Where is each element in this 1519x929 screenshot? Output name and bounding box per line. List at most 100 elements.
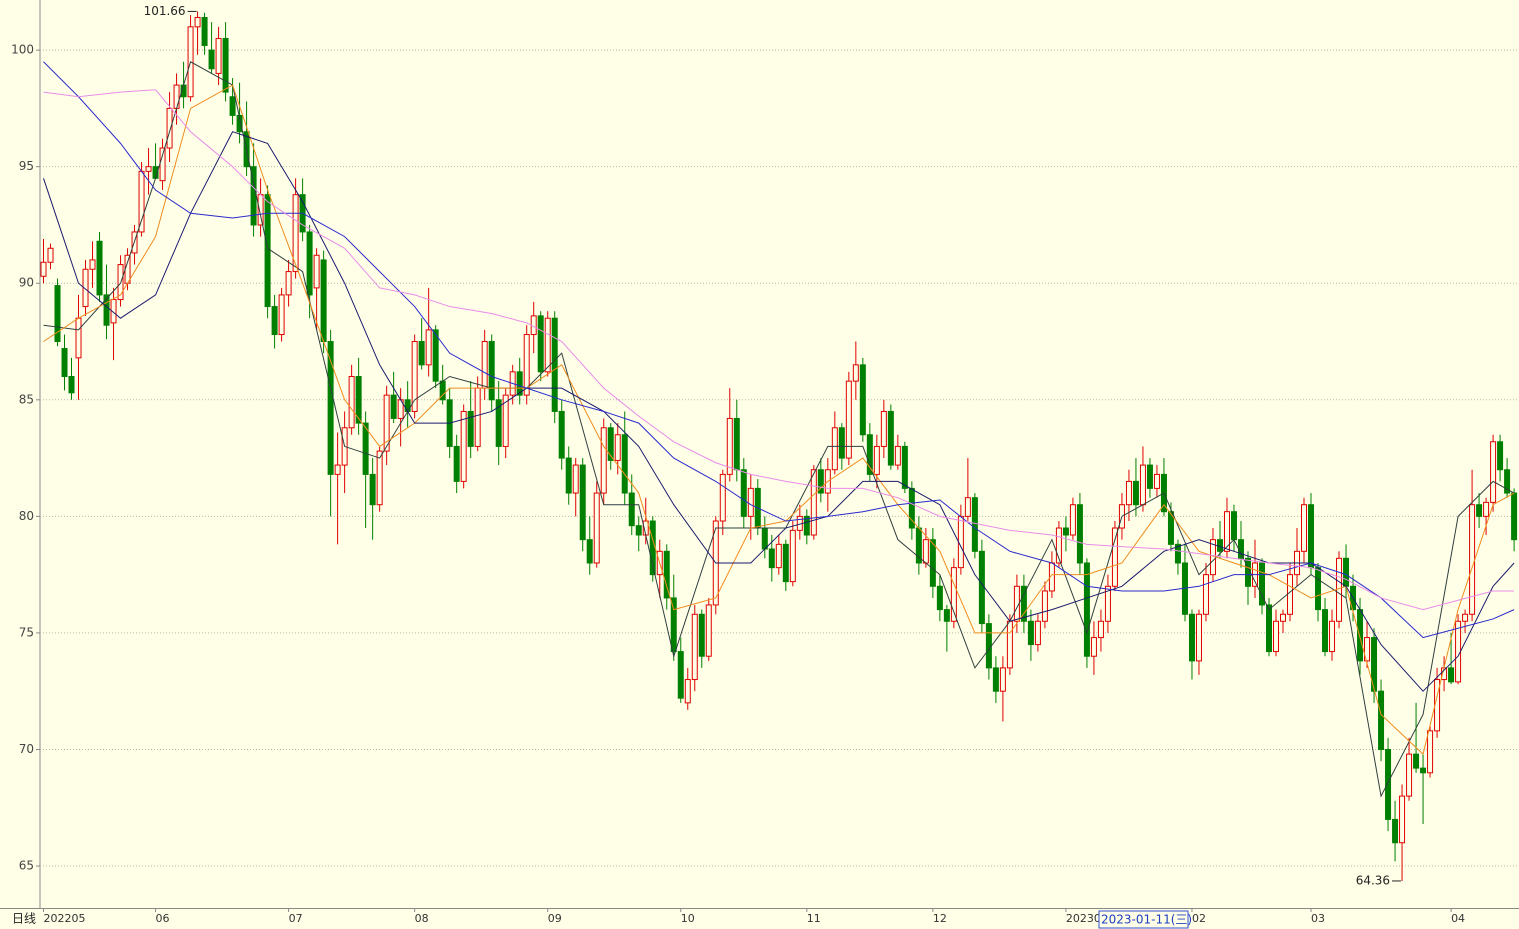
candle-body — [383, 394, 390, 452]
candle-body — [1469, 504, 1476, 615]
candle-body — [320, 259, 327, 343]
candle-body — [404, 399, 411, 412]
candle-body — [964, 497, 971, 517]
candle-body — [306, 231, 313, 296]
candle-body — [1069, 504, 1076, 536]
candle-body — [1055, 527, 1062, 564]
candle-body — [523, 334, 530, 396]
candle-body — [1497, 441, 1504, 471]
candle-body — [1076, 504, 1083, 564]
candle-body — [537, 315, 544, 373]
candle-body — [376, 450, 383, 506]
candle-body — [138, 170, 145, 233]
candle-body — [663, 550, 670, 599]
candle-body — [873, 445, 880, 475]
x-tick-label: 09 — [548, 912, 562, 925]
candle-body — [173, 84, 180, 109]
candle-body — [936, 585, 943, 611]
candle-body — [96, 240, 103, 296]
candle-body — [677, 651, 684, 699]
y-tick-label: 80 — [19, 509, 34, 523]
candle-body — [264, 194, 271, 308]
candle-body — [922, 539, 929, 564]
candle-body — [544, 317, 551, 373]
period-label: 日线 — [12, 912, 36, 926]
candle-body — [1343, 557, 1350, 587]
candle-body — [775, 543, 782, 569]
candle-body — [285, 271, 292, 296]
candle-body — [82, 268, 89, 308]
candle-body — [1006, 620, 1013, 669]
candle-body — [1427, 730, 1434, 774]
x-tick-label: 11 — [807, 912, 821, 925]
candle-body — [362, 422, 369, 475]
candle-body — [1406, 753, 1413, 797]
x-tick-label: 202301 — [1066, 912, 1108, 925]
candle-body — [1132, 480, 1139, 506]
annotation-label: 101.66 — [144, 4, 186, 18]
candle-body — [943, 609, 950, 622]
candle-body — [124, 254, 131, 284]
candle-body — [222, 37, 229, 93]
candle-body — [425, 329, 432, 366]
candle-body — [810, 469, 817, 536]
candle-body — [355, 375, 362, 424]
x-tick-label: 202205 — [44, 912, 86, 925]
candle-body — [1322, 609, 1329, 653]
candle-body — [1378, 690, 1385, 750]
candle-body — [229, 96, 236, 116]
candle-body — [747, 487, 754, 517]
candle-body — [957, 515, 964, 569]
candle-body — [1315, 567, 1322, 611]
cursor-label-group: 2023-01-11(三) — [1098, 910, 1192, 929]
candle-body — [852, 364, 859, 382]
candle-body — [1216, 539, 1223, 552]
candle-body — [1385, 748, 1392, 820]
candle-body — [880, 410, 887, 447]
candle-body — [1258, 562, 1265, 606]
candle-body — [61, 348, 68, 377]
x-tick-label: 04 — [1451, 912, 1465, 925]
candle-body — [1448, 667, 1455, 683]
candle-body — [1273, 620, 1280, 653]
cursor-box — [1098, 910, 1189, 929]
candle-body — [1090, 637, 1097, 657]
candle-body — [1420, 767, 1427, 774]
candle-body — [866, 434, 873, 475]
candle-body — [684, 679, 691, 704]
candle-body — [89, 259, 96, 270]
candle-body — [460, 410, 467, 482]
candle-body — [1097, 620, 1104, 639]
candle-body — [1195, 613, 1202, 662]
candle-body — [418, 341, 425, 366]
candle-body — [1202, 574, 1209, 615]
x-tick-label: 10 — [681, 912, 695, 925]
candle-body — [40, 261, 47, 277]
candle-body — [831, 427, 838, 471]
candle-body — [726, 417, 733, 475]
candle-body — [691, 613, 698, 681]
candle-body — [929, 539, 936, 587]
candle-body — [488, 341, 495, 401]
candle-body — [1139, 464, 1146, 506]
candle-body — [1188, 613, 1195, 662]
candle-body — [950, 567, 957, 622]
candle-body — [54, 285, 61, 343]
candle-body — [1111, 527, 1118, 587]
y-tick-label: 90 — [19, 276, 34, 290]
candle-body — [768, 548, 775, 569]
y-tick-label: 100 — [11, 43, 34, 57]
candle-body — [201, 16, 208, 46]
candle-body — [607, 427, 614, 461]
candle-body — [1020, 585, 1027, 622]
candle-body — [1041, 590, 1048, 622]
candle-body — [705, 604, 712, 657]
candle-body — [516, 371, 523, 396]
candle-body — [481, 341, 488, 389]
candle-body — [1062, 527, 1069, 536]
candle-body — [348, 375, 355, 429]
candle-body — [789, 529, 796, 583]
candle-body — [1308, 504, 1315, 569]
y-tick-label: 95 — [19, 159, 34, 173]
candle-body — [621, 434, 628, 494]
